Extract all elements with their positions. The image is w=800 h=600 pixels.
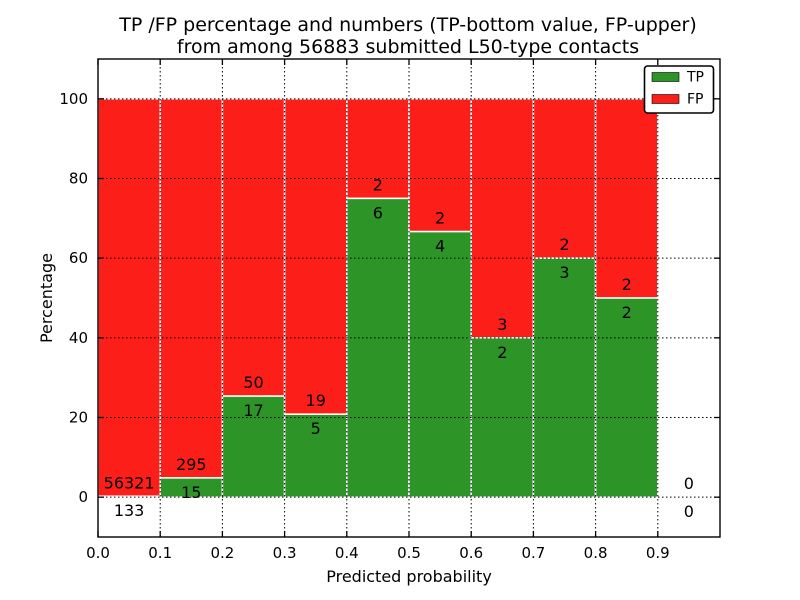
- y-axis-label: Percentage: [37, 253, 56, 343]
- annotation-tp-count-0: 133: [114, 501, 145, 520]
- x-tick-label: 0.3: [273, 544, 297, 562]
- tick-labels-layer: 0.0 0.1 0.2 0.3 0.4 0.5 0.6 0.7 0.8 0.9 0 20 40 60 80 1…: [59, 90, 669, 562]
- bar-segment-tp-5: [408, 230, 472, 498]
- legend-swatch-fp: [651, 94, 680, 104]
- bar-segment-tp-2: [221, 395, 286, 498]
- annotation-tp-count-3: 5: [311, 419, 321, 438]
- chart-title-line1: TP /FP percentage and numbers (TP-bottom…: [118, 14, 697, 36]
- annotation-fp-count-1: 295: [176, 455, 207, 474]
- x-axis-label: Predicted probability: [326, 567, 492, 586]
- annotation-fp-count-7: 2: [559, 235, 569, 254]
- y-tick-label: 100: [59, 90, 88, 108]
- bar-segment-fp-8: [594, 98, 659, 299]
- x-tick-label: 0.8: [584, 544, 608, 562]
- chart-title-line2: from among 56883 submitted L50-type cont…: [177, 36, 639, 58]
- annotation-tp-count-5: 4: [435, 237, 445, 256]
- annotations-layer: 56321 133 295 15 50 17 19 5 2 6 2 4 3 2 2 3 2 2 0 0: [104, 175, 694, 521]
- legend-label-tp: TP: [686, 70, 704, 86]
- bar-segment-fp-2: [221, 98, 286, 397]
- y-tick-label: 40: [69, 329, 88, 347]
- y-tick-label: 20: [69, 409, 88, 427]
- x-tick-label: 0.4: [335, 544, 359, 562]
- annotation-fp-count-2: 50: [243, 373, 263, 392]
- annotation-fp-count-6: 3: [497, 315, 507, 334]
- y-tick-label: 60: [69, 249, 88, 267]
- x-tick-label: 0.9: [646, 544, 670, 562]
- x-tick-label: 0.0: [86, 544, 110, 562]
- annotation-tp-count-1: 15: [181, 483, 201, 502]
- legend-label-fp: FP: [687, 92, 704, 108]
- annotation-fp-count-0: 56321: [104, 473, 155, 492]
- x-tick-label: 0.6: [459, 544, 483, 562]
- bar-segment-tp-7: [532, 257, 597, 498]
- bar-segment-fp-1: [159, 98, 224, 479]
- x-tick-label: 0.1: [148, 544, 172, 562]
- axes-spines: [97, 58, 721, 538]
- annotation-tp-count-2: 17: [243, 401, 263, 420]
- y-tick-label: 80: [69, 170, 88, 188]
- annotation-tp-count-4: 6: [373, 203, 383, 222]
- bar-segment-tp-4: [346, 197, 410, 498]
- annotation-fp-count-9: 0: [684, 474, 694, 493]
- legend: TP FP: [643, 65, 715, 114]
- annotation-fp-count-3: 19: [306, 391, 326, 410]
- annotation-tp-count-6: 2: [497, 343, 507, 362]
- annotation-fp-count-4: 2: [373, 175, 383, 194]
- annotation-tp-count-9: 0: [684, 502, 694, 521]
- bar-segment-tp-8: [594, 297, 659, 498]
- legend-swatch-tp: [651, 72, 680, 82]
- bar-segment-fp-5: [408, 98, 472, 233]
- x-tick-label: 0.7: [521, 544, 545, 562]
- bar-segment-fp-3: [283, 98, 348, 415]
- x-tick-label: 0.5: [397, 544, 421, 562]
- annotation-fp-count-5: 2: [435, 209, 445, 228]
- bars-layer: [97, 98, 659, 498]
- annotation-tp-count-7: 3: [559, 263, 569, 282]
- x-tick-label: 0.2: [210, 544, 234, 562]
- bar-segment-fp-0: [97, 98, 161, 497]
- y-tick-label: 0: [78, 488, 88, 506]
- annotation-fp-count-8: 2: [622, 275, 632, 294]
- annotation-tp-count-8: 2: [622, 303, 632, 322]
- bar-segment-fp-6: [470, 98, 535, 339]
